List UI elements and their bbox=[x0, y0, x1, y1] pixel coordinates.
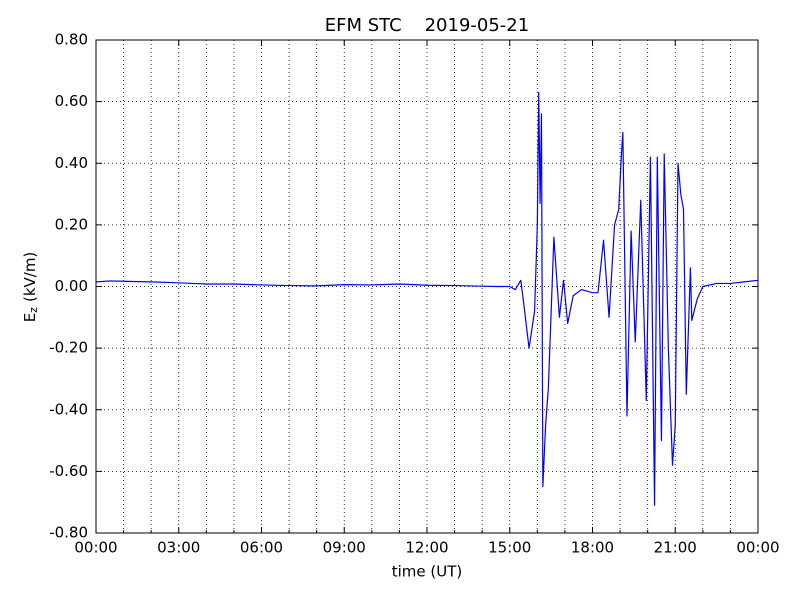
y-axis-label: Ez (kV/m) bbox=[21, 252, 41, 323]
y-tick-label: -0.20 bbox=[49, 339, 88, 357]
x-axis-label: time (UT) bbox=[392, 563, 463, 581]
data-line bbox=[95, 91, 759, 506]
y-tick-label: -0.80 bbox=[49, 524, 88, 542]
y-tick-label: 0.80 bbox=[55, 31, 88, 49]
y-tick-label: 0.20 bbox=[55, 215, 88, 233]
x-tick-label: 09:00 bbox=[323, 539, 366, 557]
x-tick-label: 12:00 bbox=[405, 539, 448, 557]
y-tick-label: -0.40 bbox=[49, 400, 88, 418]
x-tick-label: 03:00 bbox=[157, 539, 200, 557]
x-tick-label: 06:00 bbox=[240, 539, 283, 557]
x-tick-label: 21:00 bbox=[654, 539, 697, 557]
y-tick-label: 0.00 bbox=[55, 277, 88, 295]
y-tick-label: 0.60 bbox=[55, 92, 88, 110]
y-tick-label: 0.40 bbox=[55, 154, 88, 172]
y-label-main: E bbox=[21, 313, 39, 322]
y-label-sub: z bbox=[27, 307, 40, 313]
x-tick-label: 00:00 bbox=[74, 539, 117, 557]
chart-title: EFM STC 2019-05-21 bbox=[325, 15, 529, 36]
x-tick-label: 00:00 bbox=[736, 539, 779, 557]
y-tick-label: -0.60 bbox=[49, 462, 88, 480]
x-tick-label: 15:00 bbox=[488, 539, 531, 557]
y-label-unit: (kV/m) bbox=[21, 252, 39, 302]
x-tick-label: 18:00 bbox=[571, 539, 614, 557]
plot-frame bbox=[95, 39, 759, 534]
